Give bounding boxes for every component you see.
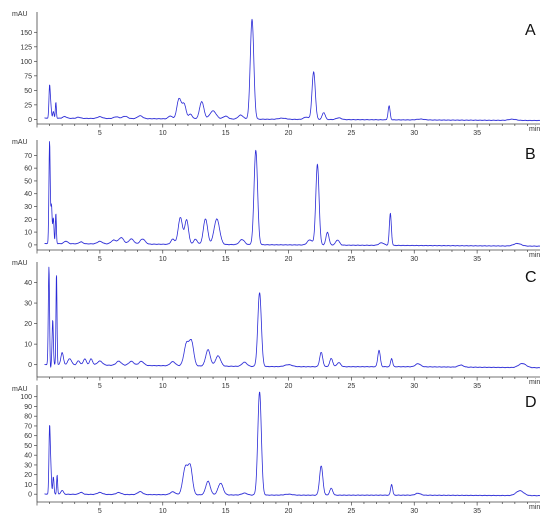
x-tick-label-a: 5 [98, 130, 102, 137]
x-tick-label-c: 30 [410, 383, 418, 390]
x-tick-label-d: 25 [347, 508, 355, 515]
y-tick-label-b: 10 [24, 230, 32, 237]
y-tick-label-c: 10 [24, 342, 32, 349]
plot-area-a: 0 25 50 75 100 125 150 5 10 15 20 25 30 35 [20, 12, 541, 137]
y-tick-label-b: 70 [24, 153, 32, 160]
y-tick-label-d: 70 [24, 423, 32, 430]
panel-letter-c: C [525, 269, 537, 286]
panel-letter-b: B [525, 146, 536, 163]
y-tick-label-b: 30 [24, 204, 32, 211]
x-tick-label-b: 30 [410, 256, 418, 263]
plot-area-c: 0 10 20 30 40 5 10 15 20 25 30 35 [24, 262, 541, 390]
y-tick-label-d: 30 [24, 462, 32, 469]
y-tick-label-d: 60 [24, 433, 32, 440]
x-tick-label-a: 10 [159, 130, 167, 137]
x-tick-label-c: 10 [159, 383, 167, 390]
panel-b: 0 10 20 30 40 50 60 70 5 10 15 20 25 30 35 mAU min B [12, 139, 540, 263]
panel-letter-d: D [525, 394, 537, 411]
xlabel-b: min [529, 252, 540, 259]
x-tick-label-d: 5 [98, 508, 102, 515]
y-tick-label-b: 40 [24, 191, 32, 198]
panel-letter-a: A [525, 22, 536, 39]
x-tick-label-b: 10 [159, 256, 167, 263]
xlabel-a: min [529, 126, 540, 133]
y-tick-label-a: 75 [24, 73, 32, 80]
y-tick-label-a: 150 [20, 30, 32, 37]
x-tick-label-c: 15 [222, 383, 230, 390]
y-tick-label-d: 80 [24, 414, 32, 421]
y-tick-label-d: 10 [24, 482, 32, 489]
y-tick-label-d: 40 [24, 453, 32, 460]
chromatogram-trace-a [44, 18, 541, 122]
y-tick-label-c: 30 [24, 301, 32, 308]
y-tick-label-d: 20 [24, 472, 32, 479]
y-tick-label-d: 50 [24, 443, 32, 450]
y-tick-label-a: 0 [28, 117, 32, 124]
x-tick-label-d: 20 [285, 508, 293, 515]
chromatogram-trace-c [44, 266, 541, 369]
y-tick-label-a: 100 [20, 59, 32, 66]
x-tick-label-b: 25 [347, 256, 355, 263]
y-tick-label-a: 125 [20, 44, 32, 51]
y-tick-label-b: 20 [24, 217, 32, 224]
x-tick-label-b: 15 [222, 256, 230, 263]
x-tick-label-c: 35 [473, 383, 481, 390]
y-tick-label-d: 100 [20, 394, 32, 401]
y-tick-label-c: 40 [24, 280, 32, 287]
panel-a: 0 25 50 75 100 125 150 5 10 15 20 25 30 35 mAU min A [12, 11, 540, 137]
y-tick-label-a: 50 [24, 88, 32, 95]
x-tick-label-b: 35 [473, 256, 481, 263]
y-tick-label-c: 20 [24, 321, 32, 328]
x-tick-label-d: 35 [473, 508, 481, 515]
y-tick-label-d: 0 [28, 492, 32, 499]
plot-area-d: 0 10 20 30 40 50 60 70 80 90 100 5 10 15 20 25 30 35 [20, 385, 541, 515]
x-tick-label-c: 5 [98, 383, 102, 390]
plot-area-b: 0 10 20 30 40 50 60 70 5 10 15 20 25 30 35 [24, 140, 541, 263]
ylabel-c: mAU [12, 260, 28, 267]
ylabel-a: mAU [12, 11, 28, 18]
x-tick-label-b: 5 [98, 256, 102, 263]
x-tick-label-a: 25 [347, 130, 355, 137]
ylabel-d: mAU [12, 386, 28, 393]
ylabel-b: mAU [12, 139, 28, 146]
x-tick-label-d: 15 [222, 508, 230, 515]
y-tick-label-d: 90 [24, 404, 32, 411]
y-tick-label-b: 50 [24, 178, 32, 185]
x-tick-label-a: 15 [222, 130, 230, 137]
x-tick-label-c: 20 [285, 383, 293, 390]
y-tick-label-a: 25 [24, 102, 32, 109]
x-tick-label-a: 35 [473, 130, 481, 137]
xlabel-d: min [529, 504, 540, 511]
x-tick-label-c: 25 [347, 383, 355, 390]
y-tick-label-c: 0 [28, 362, 32, 369]
x-tick-label-d: 30 [410, 508, 418, 515]
x-tick-label-b: 20 [285, 256, 293, 263]
panel-c: 0 10 20 30 40 5 10 15 20 25 30 35 mAU min C [12, 260, 540, 390]
y-tick-label-b: 0 [28, 242, 32, 249]
chromatogram-trace-d [44, 391, 541, 497]
x-tick-label-d: 10 [159, 508, 167, 515]
y-tick-label-b: 60 [24, 166, 32, 173]
x-tick-label-a: 30 [410, 130, 418, 137]
xlabel-c: min [529, 379, 540, 386]
chromatogram-trace-b [44, 141, 541, 247]
x-tick-label-a: 20 [285, 130, 293, 137]
